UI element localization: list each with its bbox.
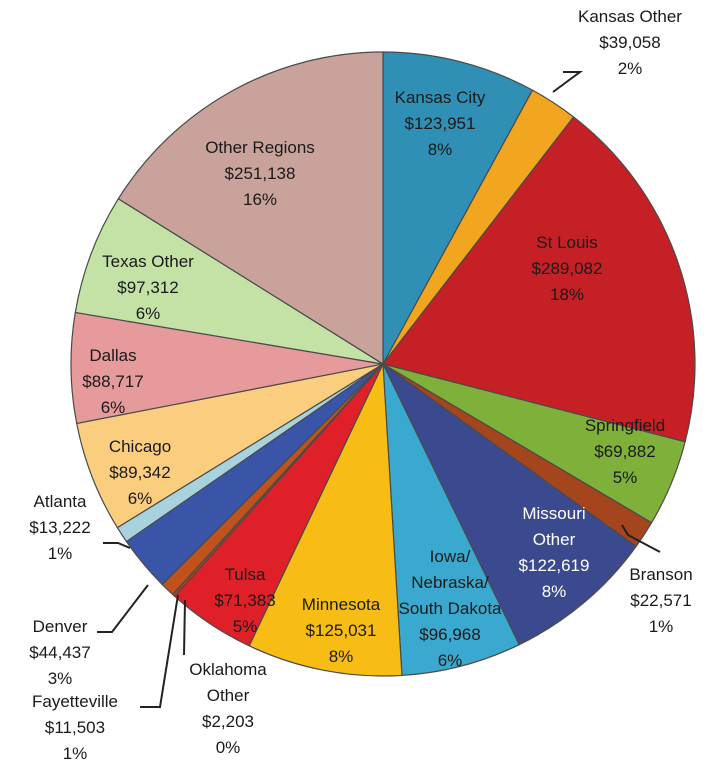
slice-label-minnesota: Minnesota $125,031 8% [302,595,381,666]
pie-slice-kansas-city [382,51,534,365]
slice-label-atlanta: Atlanta $13,222 1% [29,492,90,563]
pie-slices [70,51,696,677]
slice-label-st-louis: St Louis $289,082 18% [532,233,603,304]
pie-slice-st-louis [382,116,696,443]
leader-line-atlanta [103,542,131,549]
slice-label-tulsa: Tulsa $71,383 5% [214,565,275,636]
pie-slice-texas-other [74,198,384,365]
pie-slice-iowa-nebraska-south-dakota [382,363,520,677]
leader-line-branson [621,524,661,553]
leader-line-oklahoma-other [183,599,186,656]
slice-label-iowa-nebraska-south-dakota: Iowa/Nebraska/South Dakota $96,968 6% [398,547,502,670]
slice-label-kansas-other: Kansas Other $39,058 2% [578,7,682,78]
slice-label-dallas: Dallas $88,717 6% [82,346,143,417]
pie-slice-minnesota [248,363,403,677]
slice-label-texas-other: Texas Other $97,312 6% [102,252,194,323]
leader-line-fayetteville [140,594,179,708]
slice-label-fayetteville: Fayetteville $11,503 1% [32,692,118,763]
slice-label-oklahoma-other: Oklahoma Other $2,203 0% [189,660,267,757]
slice-label-other-regions: Other Regions $251,138 16% [205,138,315,209]
slice-label-missouri-other: Missouri Other $122,619 8% [519,504,590,601]
slice-label-chicago: Chicago $89,342 6% [109,437,171,508]
slice-label-denver: Denver $44,437 3% [29,617,90,688]
slice-labels: Kansas City $123,951 8% Kansas Other $39,058… [29,7,692,763]
pie-slice-missouri-other [382,363,637,646]
pie-slice-other-regions [117,51,384,365]
leader-line-kansas-other [552,71,584,93]
slice-label-springfield: Springfield $69,882 5% [585,416,665,487]
slice-label-kansas-city: Kansas City $123,951 8% [395,88,486,159]
leader-line-denver [97,584,149,633]
slice-label-branson: Branson $22,571 1% [629,565,692,636]
